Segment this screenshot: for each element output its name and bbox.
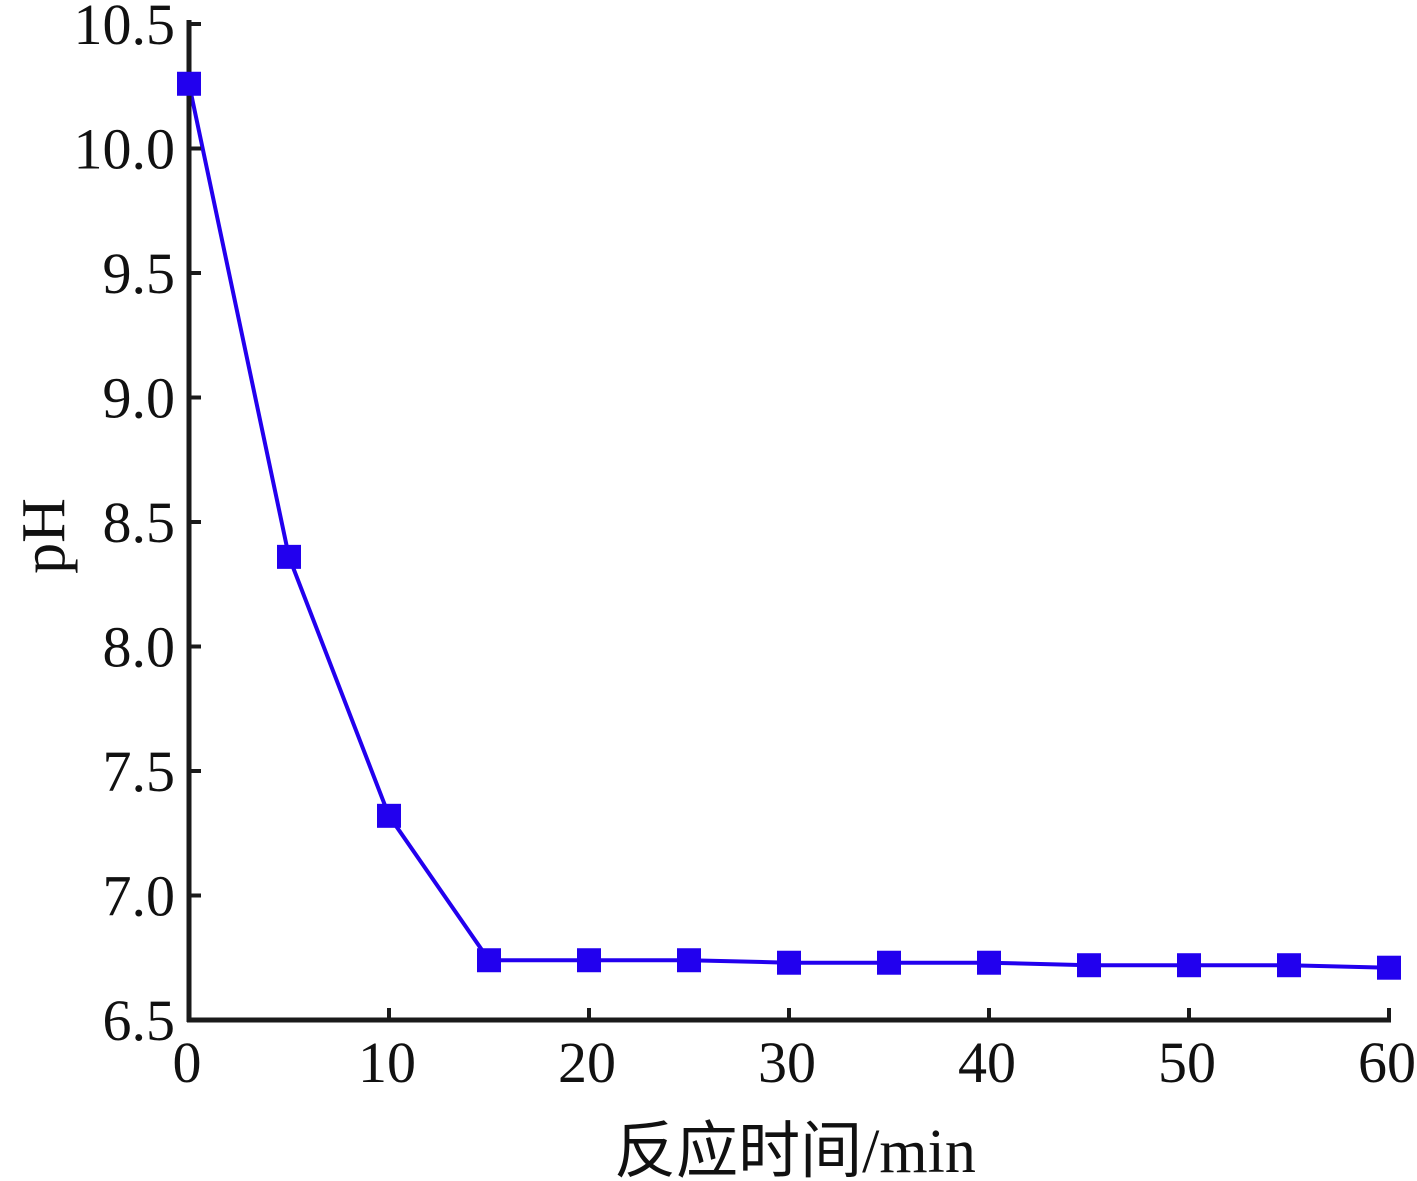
data-point-marker	[577, 948, 601, 973]
y-tick-label: 10.0	[74, 117, 176, 182]
data-point-marker	[477, 948, 501, 973]
y-tick-label: 8.0	[103, 615, 176, 680]
ticks-layer: 6.5 7.0 7.5 8.0 8.5 9.0 9.5 10.0 10.5 0 10 20 30 40 50…	[74, 0, 1417, 1095]
y-tick-label: 7.5	[103, 739, 176, 804]
x-tick-label: 20	[558, 1030, 616, 1095]
y-tick-label: 8.5	[103, 490, 176, 555]
x-tick-label: 40	[958, 1030, 1016, 1095]
data-point-marker	[377, 803, 401, 828]
y-tick-label: 9.5	[103, 241, 176, 306]
y-tick-label: 6.5	[103, 988, 176, 1053]
y-tick-label: 9.0	[103, 366, 176, 431]
data-point-marker	[677, 948, 701, 973]
series-line	[187, 83, 1390, 970]
data-point-marker	[277, 544, 301, 569]
markers-layer	[177, 71, 1401, 980]
y-axis-title: pH	[10, 498, 78, 574]
x-axis-title: 反应时间/min	[614, 1118, 976, 1181]
data-point-marker	[777, 950, 801, 975]
y-tick-label: 7.0	[103, 864, 176, 929]
data-point-marker	[1177, 953, 1201, 978]
x-tick-label: 10	[358, 1030, 416, 1095]
x-tick-label: 0	[173, 1030, 202, 1095]
data-point-marker	[1377, 955, 1401, 980]
data-point-marker	[177, 71, 201, 96]
x-tick-label: 50	[1158, 1030, 1216, 1095]
y-tick-label: 10.5	[74, 0, 176, 57]
data-point-marker	[1077, 953, 1101, 978]
x-tick-label: 60	[1358, 1030, 1416, 1095]
series-layer	[187, 83, 1390, 970]
data-point-marker	[1277, 953, 1301, 978]
x-tick-label: 30	[758, 1030, 816, 1095]
axes-layer	[186, 20, 1391, 1023]
data-point-marker	[877, 950, 901, 975]
data-point-marker	[977, 950, 1001, 975]
